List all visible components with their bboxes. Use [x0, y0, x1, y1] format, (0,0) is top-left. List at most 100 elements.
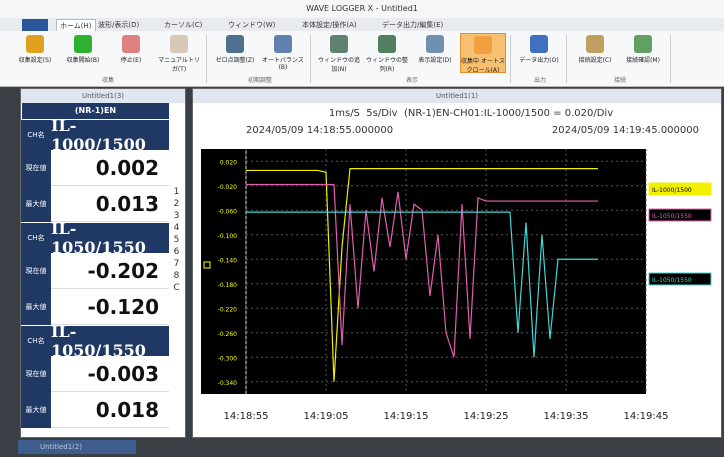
- button-label: 接続設定(C): [572, 55, 618, 64]
- x-tick-label: 14:19:15: [384, 411, 429, 422]
- ribbon-button[interactable]: 収集設定(S): [12, 33, 58, 73]
- y-tick-label: -0.260: [218, 331, 238, 338]
- legend-label: IL-1000/1500: [652, 187, 692, 194]
- channel-tab[interactable]: 3: [169, 210, 184, 222]
- current-value: -0.003: [51, 356, 169, 392]
- channel-tab[interactable]: 6: [169, 246, 184, 258]
- button-label: 収集開始(B): [60, 55, 106, 64]
- value-row: 最大値-0.120: [21, 289, 169, 325]
- channel-name: IL-1000/1500: [51, 120, 169, 150]
- ribbon-button[interactable]: 停止(E): [108, 33, 154, 73]
- button-icon: [330, 35, 348, 53]
- group-separator: [510, 35, 511, 83]
- y-tick-label: -0.300: [218, 355, 238, 362]
- value-row: 現在値-0.003: [21, 356, 169, 392]
- button-label: ゼロ点調整(Z): [212, 55, 258, 64]
- ribbon-tab[interactable]: データ出力/編集(E): [382, 19, 443, 31]
- max-value: 0.018: [51, 392, 169, 428]
- channel-tab[interactable]: 2: [169, 198, 184, 210]
- y-tick-label: -0.060: [218, 208, 238, 215]
- legend-label: IL-1050/1550: [652, 213, 692, 220]
- ribbon-button[interactable]: データ出力(O): [516, 33, 562, 73]
- window-title: Untitled1(1): [193, 89, 721, 103]
- group-label: 出力: [516, 75, 564, 85]
- value-row: 現在値-0.202: [21, 253, 169, 289]
- button-label: データ出力(O): [516, 55, 562, 64]
- row-label: 最大値: [21, 289, 51, 325]
- channel-tab[interactable]: 5: [169, 234, 184, 246]
- row-label: 最大値: [21, 392, 51, 428]
- y-tick-label: -0.180: [218, 282, 238, 289]
- ribbon-button[interactable]: 表示設定(D): [412, 33, 458, 73]
- group-label: 接続: [572, 75, 668, 85]
- button-label: 停止(E): [108, 55, 154, 64]
- max-value: -0.120: [51, 289, 169, 325]
- y-tick-label: 0.020: [220, 159, 237, 166]
- channel-name: IL-1050/1550: [51, 223, 169, 253]
- current-value: 0.002: [51, 150, 169, 186]
- ribbon-tab[interactable]: カーソル(C): [164, 19, 202, 31]
- x-tick-label: 14:18:55: [224, 411, 269, 422]
- ribbon-button[interactable]: オートバランス(B): [260, 33, 306, 73]
- button-label: 接続確認(M): [620, 55, 666, 64]
- row-label: 現在値: [21, 150, 51, 186]
- channel-name: IL-1050/1550: [51, 326, 169, 356]
- button-label: ウィンドウの追加(N): [316, 55, 362, 73]
- button-icon: [530, 35, 548, 53]
- button-icon: [634, 35, 652, 53]
- ribbon-button[interactable]: ゼロ点調整(Z): [212, 33, 258, 73]
- ribbon-button[interactable]: マニュアルトリガ(T): [156, 33, 202, 73]
- button-icon: [378, 35, 396, 53]
- channel-tab[interactable]: 7: [169, 258, 184, 270]
- x-tick-label: 14:19:45: [624, 411, 669, 422]
- button-label: 収集中 オートスクロール(A): [461, 56, 505, 74]
- y-tick-label: -0.140: [218, 257, 238, 264]
- ribbon-tab[interactable]: ホーム(H): [56, 19, 96, 31]
- ribbon-button[interactable]: 収集中 オートスクロール(A): [460, 33, 506, 73]
- minimized-window[interactable]: Untitled1(2): [18, 440, 136, 454]
- channel-tab[interactable]: C: [169, 282, 184, 294]
- graph: 1ms/S 5s/Div (NR-1)EN-CH01:IL-1000/1500 …: [193, 103, 721, 437]
- y-tick-label: -0.100: [218, 233, 238, 240]
- channel-list: CH名IL-1000/1500現在値0.002最大値0.013CH名IL-105…: [21, 120, 185, 428]
- button-icon: [474, 36, 492, 54]
- row-label: 最大値: [21, 186, 51, 222]
- ribbon-button[interactable]: 接続設定(C): [572, 33, 618, 73]
- button-icon: [226, 35, 244, 53]
- channel-tab[interactable]: 8: [169, 270, 184, 282]
- row-label: 現在値: [21, 253, 51, 289]
- y-tick-label: -0.020: [218, 184, 238, 191]
- button-icon: [586, 35, 604, 53]
- button-icon: [274, 35, 292, 53]
- group-separator: [670, 35, 671, 83]
- ribbon: 収集設定(S)収集開始(B)停止(E)マニュアルトリガ(T)収集ゼロ点調整(Z)…: [0, 31, 724, 87]
- button-icon: [426, 35, 444, 53]
- ribbon-button[interactable]: 収集開始(B): [60, 33, 106, 73]
- ribbon-tab[interactable]: 波形/表示(D): [98, 19, 139, 31]
- ribbon-button[interactable]: ウィンドウの追加(N): [316, 33, 362, 73]
- app-menu: [22, 19, 48, 31]
- row-label: CH名: [21, 223, 51, 253]
- x-tick-label: 14:19:25: [464, 411, 509, 422]
- button-icon: [122, 35, 140, 53]
- group-separator: [310, 35, 311, 83]
- end-time: 2024/05/09 14:19:45.000000: [552, 125, 699, 136]
- group-separator: [566, 35, 567, 83]
- ribbon-tab[interactable]: ウィンドウ(W): [228, 19, 275, 31]
- ribbon-button[interactable]: 接続確認(M): [620, 33, 666, 73]
- ribbon-button[interactable]: ウィンドウの整列(R): [364, 33, 410, 73]
- ribbon-tab[interactable]: 本体設定/操作(A): [302, 19, 357, 31]
- group-separator: [206, 35, 207, 83]
- button-icon: [74, 35, 92, 53]
- group-label: 初期調整: [212, 75, 308, 85]
- channel-tab[interactable]: 4: [169, 222, 184, 234]
- start-time: 2024/05/09 14:18:55.000000: [246, 125, 393, 136]
- channel-tab[interactable]: 1: [169, 186, 184, 198]
- y-tick-label: -0.340: [218, 380, 238, 387]
- x-tick-label: 14:19:05: [304, 411, 349, 422]
